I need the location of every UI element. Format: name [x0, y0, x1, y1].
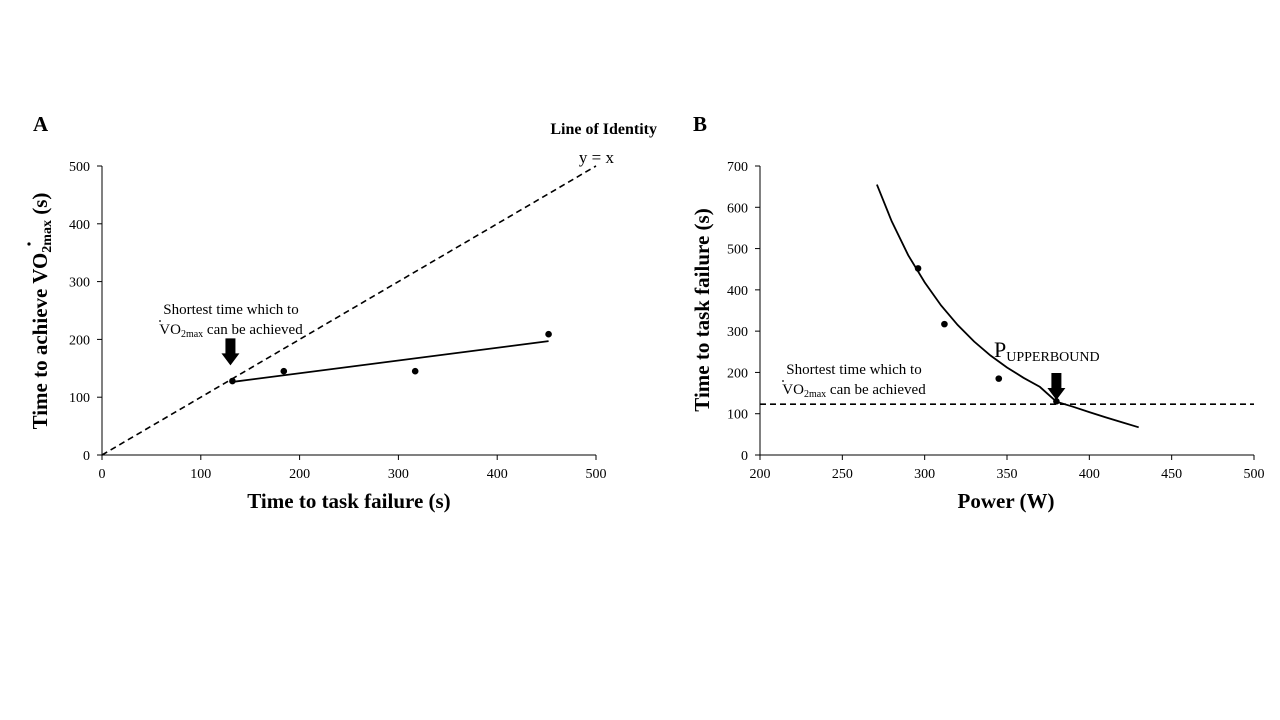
- panel-b-y-axis-title: Time to task failure (s): [690, 208, 714, 411]
- panel-a-x-tick-label: 0: [99, 467, 106, 482]
- panel-a-x-tick-label: 500: [586, 467, 607, 482]
- panel-a-x-tick-label: 200: [289, 467, 310, 482]
- panel-b-chart: B 200 250 300 350 400 450 500 0 100 200 300 400 500 6…: [690, 112, 1265, 513]
- vo2-subscript: 2max: [181, 329, 203, 340]
- panel-b-annotations: Shortest time which to VO2max can be ach…: [782, 337, 1100, 400]
- vo2-suffix: can be achieved: [203, 322, 303, 338]
- panel-a-y-tick-label: 400: [69, 218, 90, 233]
- vo2-dot-a: [159, 320, 161, 322]
- panel-b-arrow-icon: [1047, 373, 1066, 401]
- data-point: [914, 265, 922, 272]
- identity-line-title: Line of Identity: [550, 121, 657, 138]
- panel-b-x-tick-label: 300: [914, 467, 935, 482]
- ylabel-vo2-dot: [27, 242, 31, 246]
- panel-a-x-axis-title: Time to task failure (s): [247, 489, 450, 513]
- vo2-dot-b: [782, 380, 784, 382]
- panel-a-y-tick-label: 100: [69, 391, 90, 406]
- panel-a-arrow-icon: [221, 338, 240, 366]
- panel-a-x-tick-label: 400: [487, 467, 508, 482]
- panel-b-label: B: [693, 112, 707, 136]
- data-point: [229, 377, 236, 385]
- panel-b-y-tick-label: 100: [727, 408, 748, 423]
- panel-a-shortest-text-line1: Shortest time which to: [163, 302, 298, 318]
- panel-b-x-tick-label: 500: [1244, 467, 1265, 482]
- panel-a-y-tick-label: 200: [69, 333, 90, 348]
- panel-a-annotations: Line of Identity y = x Shortest time whi…: [159, 121, 657, 340]
- data-point: [995, 375, 1003, 382]
- panel-a-points: [229, 330, 552, 385]
- vo2-suffix: can be achieved: [826, 382, 926, 398]
- identity-line-path: [101, 165, 597, 456]
- panel-a-y-tick-label: 0: [83, 449, 90, 464]
- identity-line-equation: y = x: [579, 148, 615, 167]
- panel-b-fit-curve: [876, 184, 1139, 429]
- panel-a-identity-line: [101, 165, 597, 456]
- data-point: [280, 367, 288, 375]
- fit-line-path: [230, 340, 549, 384]
- panel-a-y-tick-label: 500: [69, 160, 90, 175]
- panel-a-y-axis-title: Time to achieve VO2max (s): [28, 193, 55, 430]
- data-point: [545, 330, 552, 338]
- panel-b-x-tick-label: 250: [832, 467, 853, 482]
- panel-a-shortest-text-line2: VO2max can be achieved: [159, 322, 303, 340]
- panel-b-axes: 200 250 300 350 400 450 500 0 100 200 300 400 500 600…: [727, 160, 1265, 482]
- data-point: [1053, 398, 1060, 405]
- panel-b-y-tick-label: 200: [727, 366, 748, 381]
- arrow-down-icon: [1047, 373, 1066, 401]
- panel-b-shortest-text-line2: VO2max can be achieved: [782, 382, 926, 400]
- panel-b-x-tick-label: 350: [997, 467, 1018, 482]
- panel-b-x-tick-label: 450: [1161, 467, 1182, 482]
- panel-b-x-axis-title: Power (W): [958, 489, 1055, 513]
- panel-b-shortest-text-line1: Shortest time which to: [786, 362, 921, 378]
- data-point: [411, 367, 419, 375]
- panel-a-label: A: [33, 112, 49, 136]
- panel-b-y-tick-label: 400: [727, 284, 748, 299]
- panel-b-y-tick-label: 500: [727, 243, 748, 258]
- vo2-v: VO: [782, 382, 804, 398]
- panel-b-x-tick-label: 200: [750, 467, 771, 482]
- vo2-subscript: 2max: [804, 389, 826, 400]
- panel-a-axes: 0 100 200 300 400 500 0 100 200 300 400 500: [69, 160, 607, 482]
- panel-a-y-tick-label: 300: [69, 276, 90, 291]
- panel-a-x-tick-label: 300: [388, 467, 409, 482]
- arrow-down-icon: [221, 338, 240, 366]
- panel-b-points: [914, 265, 1060, 405]
- fit-curve-path: [876, 184, 1139, 429]
- p-upperbound-label: PUPPERBOUND: [994, 337, 1100, 365]
- panel-b-y-tick-label: 700: [727, 160, 748, 175]
- vo2-v: VO: [159, 322, 181, 338]
- panel-a-fit-line: [230, 340, 549, 384]
- panel-b-y-tick-label: 600: [727, 201, 748, 216]
- panel-b-y-tick-label: 300: [727, 325, 748, 340]
- panel-a-chart: A 0 100 200 300 400 500 0 100 200 300 400 500 Line …: [27, 112, 657, 513]
- panel-b-x-tick-label: 400: [1079, 467, 1100, 482]
- panel-a-x-tick-label: 100: [190, 467, 211, 482]
- panel-b-y-tick-label: 0: [741, 449, 748, 464]
- data-point: [941, 320, 948, 328]
